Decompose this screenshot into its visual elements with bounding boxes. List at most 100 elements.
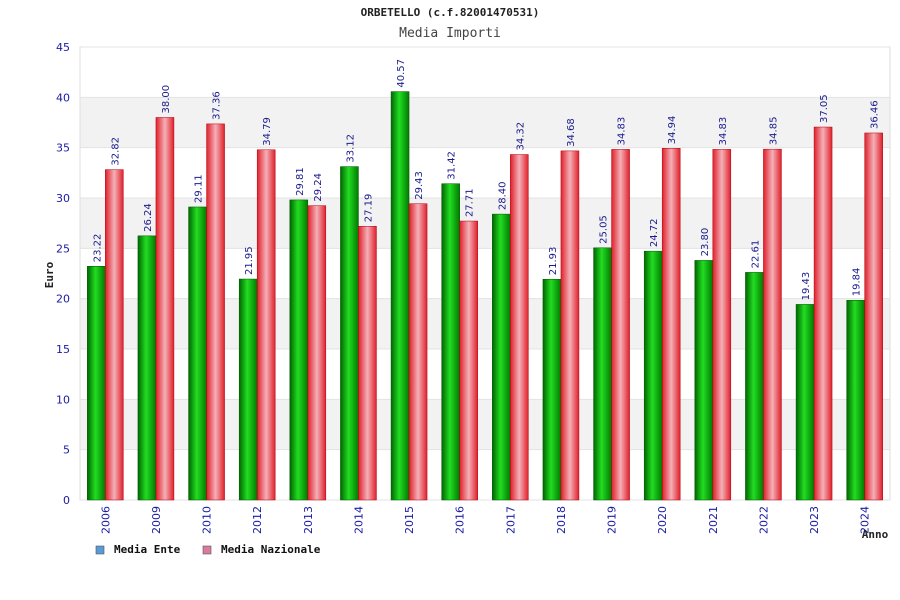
data-label: 36.46 (870, 100, 881, 129)
bar-media-ente (137, 235, 157, 501)
data-label: 23.22 (92, 234, 103, 263)
data-label: 34.68 (566, 118, 577, 147)
bar-media-nazionale (661, 148, 681, 501)
bar-media-nazionale (560, 150, 580, 501)
bar-media-ente (593, 247, 612, 501)
bar-media-ente (289, 199, 309, 501)
data-label: 37.36 (212, 91, 223, 120)
data-label: 34.85 (768, 117, 779, 146)
data-label: 23.80 (700, 228, 711, 257)
bar-media-ente (188, 206, 207, 501)
plot-band (80, 47, 890, 98)
legend-label-media-nazionale: Media Nazionale (221, 543, 321, 556)
legend: Media Ente Media Nazionale (95, 543, 321, 556)
data-label: 34.94 (667, 116, 678, 145)
data-label: 19.43 (801, 272, 812, 301)
bar-media-nazionale (763, 148, 782, 501)
y-tick-label: 10 (56, 393, 70, 406)
bar-media-nazionale (712, 149, 732, 501)
x-axis-label: Anno (862, 528, 889, 541)
bar-media-ente (542, 278, 562, 501)
y-tick-label: 45 (56, 41, 70, 54)
data-label: 31.42 (447, 151, 458, 180)
y-axis-ticks: 0 5 10 15 20 25 30 35 40 45 (56, 41, 70, 507)
bar-media-nazionale (155, 117, 175, 501)
legend-swatch-media-nazionale (202, 545, 212, 555)
x-tick-label: 2009 (150, 506, 163, 534)
data-label: 29.81 (295, 167, 306, 196)
data-label: 34.79 (262, 117, 273, 146)
bar-media-ente (795, 304, 815, 501)
data-label: 28.40 (497, 181, 508, 210)
bar-media-ente (745, 272, 764, 501)
x-tick-label: 2024 (859, 506, 872, 534)
data-label: 34.83 (718, 117, 729, 146)
bar-media-nazionale (105, 169, 124, 501)
bar-media-ente (441, 183, 460, 501)
x-tick-label: 2016 (454, 506, 467, 534)
legend-label-media-ente: Media Ente (114, 543, 181, 556)
bar-media-nazionale (206, 123, 225, 501)
data-label: 22.61 (750, 240, 761, 269)
data-label: 29.11 (194, 174, 205, 203)
bar-media-nazionale (358, 226, 377, 501)
bar-media-nazionale (459, 220, 478, 501)
data-label: 26.24 (143, 203, 154, 232)
x-tick-label: 2020 (656, 506, 669, 534)
bar-media-ente (340, 166, 359, 501)
data-label: 37.05 (819, 94, 830, 123)
y-tick-label: 5 (63, 444, 70, 457)
y-tick-label: 30 (56, 192, 70, 205)
data-label: 34.83 (617, 117, 628, 146)
x-tick-label: 2014 (352, 506, 365, 534)
y-tick-label: 15 (56, 343, 70, 356)
x-tick-label: 2021 (707, 506, 720, 534)
y-tick-label: 0 (63, 494, 70, 507)
data-label: 38.00 (161, 85, 172, 114)
x-tick-label: 2010 (201, 506, 214, 534)
data-label: 32.82 (110, 137, 121, 166)
bar-media-ente (846, 300, 865, 501)
y-axis-label: Euro (43, 261, 56, 288)
y-tick-label: 40 (56, 91, 70, 104)
data-label: 21.93 (548, 247, 559, 276)
bar-media-nazionale (813, 126, 833, 501)
bar-media-nazionale (510, 154, 529, 501)
x-tick-label: 2023 (808, 506, 821, 534)
data-label: 25.05 (599, 215, 610, 244)
x-tick-label: 2012 (251, 506, 264, 534)
legend-swatch-media-ente (95, 545, 105, 555)
data-label: 40.57 (396, 59, 407, 88)
chart-title: ORBETELLO (c.f.82001470531) (361, 6, 540, 19)
x-axis-ticks: 2006 2009 2010 2012 2013 2014 2015 2016 2017 2018… (99, 506, 871, 534)
data-label: 29.43 (414, 171, 425, 200)
data-label: 19.84 (852, 268, 863, 297)
x-tick-label: 2022 (757, 506, 770, 534)
x-tick-label: 2013 (302, 506, 315, 534)
bar-media-ente (238, 278, 258, 501)
bar-media-ente (643, 250, 663, 501)
data-label: 29.24 (313, 173, 324, 202)
bar-media-nazionale (611, 149, 630, 501)
y-tick-label: 20 (56, 293, 70, 306)
bar-media-ente (390, 91, 410, 501)
data-label: 27.71 (465, 188, 476, 217)
bars-group (87, 91, 883, 501)
bar-media-ente (87, 266, 106, 501)
bar-media-ente (694, 260, 714, 501)
bar-media-nazionale (864, 132, 883, 501)
chart-subtitle: Media Importi (399, 26, 501, 41)
x-tick-label: 2018 (555, 506, 568, 534)
data-label: 21.95 (244, 246, 255, 275)
bar-media-ente (492, 213, 511, 501)
x-tick-label: 2019 (606, 506, 619, 534)
x-tick-label: 2015 (403, 506, 416, 534)
x-tick-label: 2006 (99, 506, 112, 534)
bar-media-nazionale (408, 203, 428, 501)
value-labels: 23.22 32.82 26.24 38.00 29.11 37.36 21.95 34.79… (92, 59, 880, 300)
bar-media-nazionale (307, 205, 327, 501)
bar-media-nazionale (256, 149, 276, 501)
y-tick-label: 35 (56, 142, 70, 155)
data-label: 27.19 (363, 194, 374, 223)
